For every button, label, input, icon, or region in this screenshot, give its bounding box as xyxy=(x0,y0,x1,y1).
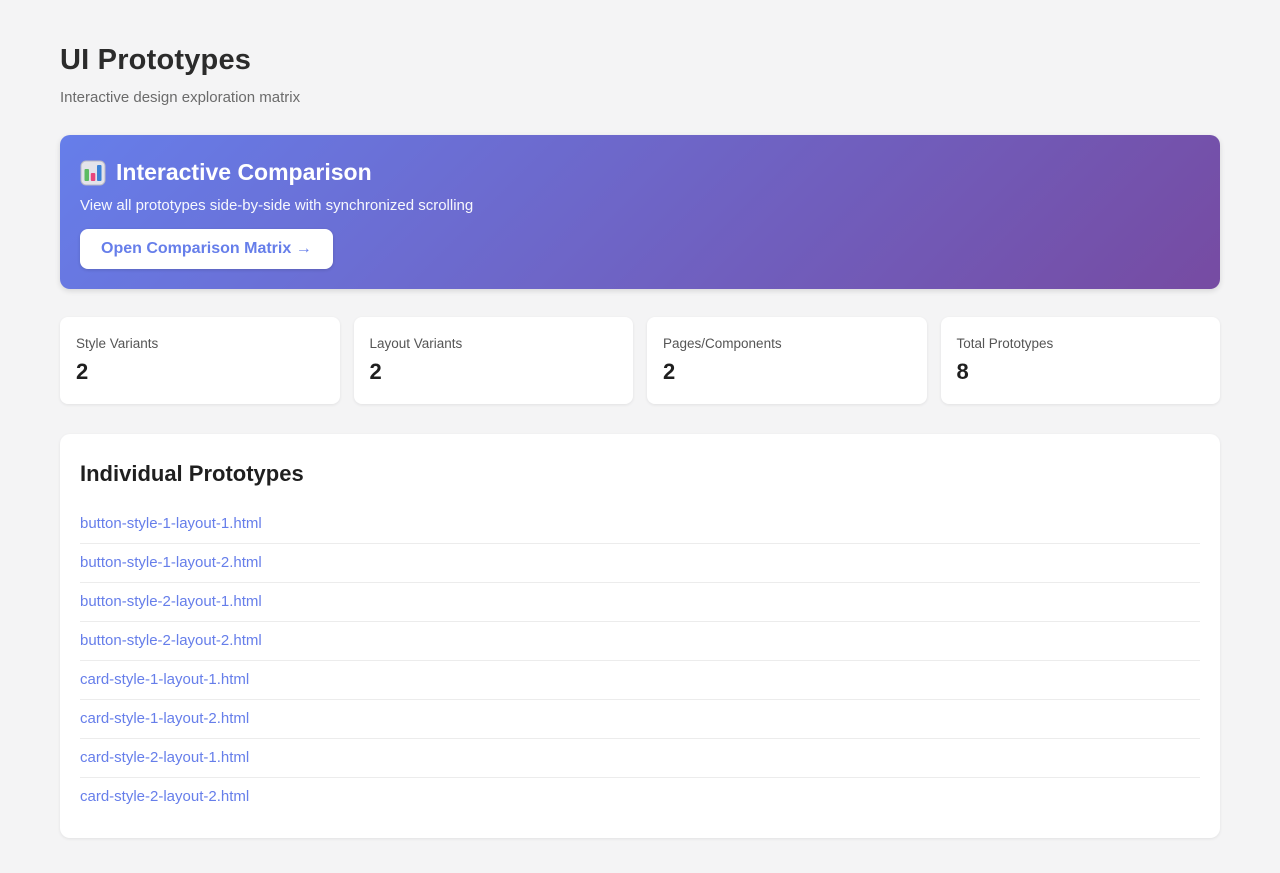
stats-row: Style Variants 2 Layout Variants 2 Pages… xyxy=(60,317,1220,404)
prototype-link[interactable]: card-style-2-layout-1.html xyxy=(80,749,250,766)
stat-card-style-variants: Style Variants 2 xyxy=(60,317,340,404)
prototype-link[interactable]: card-style-2-layout-2.html xyxy=(80,788,250,805)
prototype-list: button-style-1-layout-1.html button-styl… xyxy=(80,505,1200,816)
stat-label: Style Variants xyxy=(76,336,159,351)
prototype-link[interactable]: button-style-1-layout-2.html xyxy=(80,554,262,571)
list-item: card-style-2-layout-1.html xyxy=(80,739,1200,778)
page-title: UI Prototypes xyxy=(60,44,252,76)
stat-value: 2 xyxy=(663,359,676,384)
prototype-link[interactable]: button-style-1-layout-1.html xyxy=(80,515,262,532)
individual-prototypes-card: Individual Prototypes button-style-1-lay… xyxy=(60,434,1220,838)
stat-value: 2 xyxy=(369,359,382,384)
banner-title-row: Interactive Comparison xyxy=(80,159,1200,186)
stat-card-pages-components: Pages/Components 2 xyxy=(647,317,927,404)
open-comparison-matrix-button[interactable]: Open Comparison Matrix → xyxy=(80,229,333,269)
prototype-link[interactable]: card-style-1-layout-2.html xyxy=(80,710,250,727)
stat-label: Total Prototypes xyxy=(956,336,1054,351)
list-item: button-style-1-layout-1.html xyxy=(80,505,1200,544)
bar-chart-icon xyxy=(80,160,106,186)
comparison-banner: Interactive Comparison View all prototyp… xyxy=(60,135,1220,289)
prototype-link[interactable]: button-style-2-layout-2.html xyxy=(80,632,262,649)
list-item: card-style-2-layout-2.html xyxy=(80,778,1200,816)
list-item: button-style-2-layout-2.html xyxy=(80,622,1200,661)
stat-value: 2 xyxy=(76,359,89,384)
page-container: UI Prototypes Interactive design explora… xyxy=(60,0,1220,838)
prototype-link[interactable]: button-style-2-layout-1.html xyxy=(80,593,262,610)
list-item: card-style-1-layout-1.html xyxy=(80,661,1200,700)
stat-label: Pages/Components xyxy=(663,336,782,351)
stat-label: Layout Variants xyxy=(369,336,463,351)
list-item: button-style-2-layout-1.html xyxy=(80,583,1200,622)
individual-prototypes-heading: Individual Prototypes xyxy=(80,461,304,486)
prototype-link[interactable]: card-style-1-layout-1.html xyxy=(80,671,250,688)
banner-title: Interactive Comparison xyxy=(116,159,372,185)
banner-description: View all prototypes side-by-side with sy… xyxy=(80,197,474,214)
list-item: card-style-1-layout-2.html xyxy=(80,700,1200,739)
stat-card-total-prototypes: Total Prototypes 8 xyxy=(940,317,1220,404)
stat-value: 8 xyxy=(956,359,969,384)
stat-card-layout-variants: Layout Variants 2 xyxy=(353,317,633,404)
list-item: button-style-1-layout-2.html xyxy=(80,544,1200,583)
page-subtitle: Interactive design exploration matrix xyxy=(60,89,301,106)
